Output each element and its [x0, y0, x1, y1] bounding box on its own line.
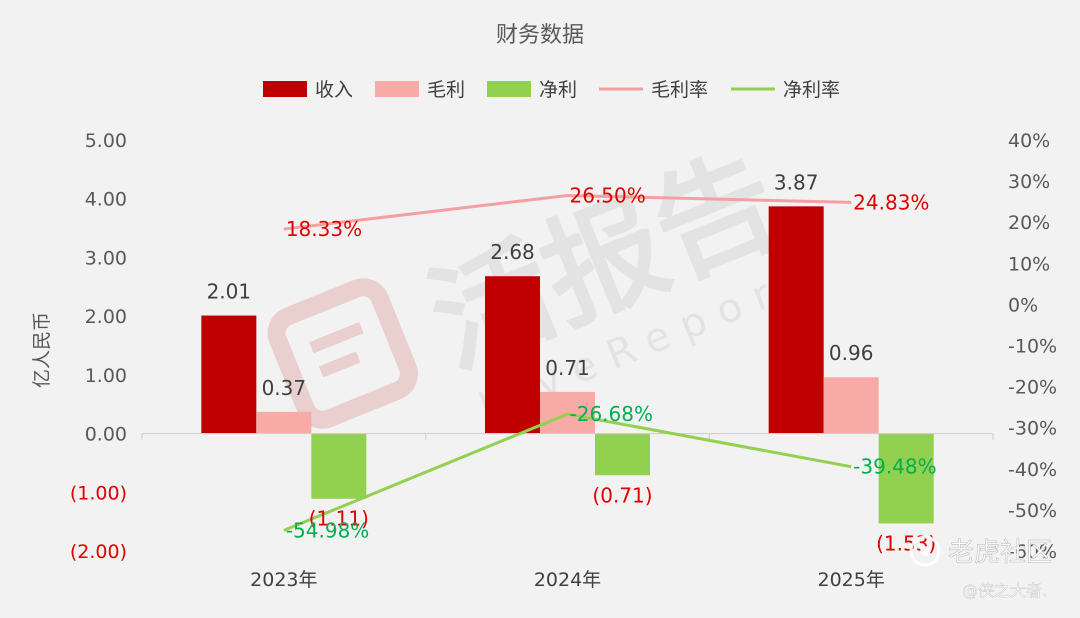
y2-tick-label: 10% — [1008, 253, 1050, 275]
y2-tick-label: -20% — [1008, 377, 1057, 399]
bar-净利 — [311, 433, 367, 499]
bar-净利 — [595, 433, 650, 476]
line-净利率 — [283, 412, 852, 532]
y2-tick-label: -30% — [1008, 418, 1057, 440]
y2-tick-label: 40% — [1008, 130, 1050, 152]
credit-watermark: 老虎社区 @侠之大者. — [909, 535, 1052, 600]
y-tick-label: 0.00 — [85, 424, 127, 446]
bar-毛利 — [256, 411, 312, 434]
legend-label: 净利率 — [783, 79, 840, 101]
y-tick-label: 3.00 — [85, 247, 127, 269]
bar-收入 — [201, 315, 257, 434]
bar-data-label: (0.71) — [592, 483, 652, 507]
y2-tick-label: -50% — [1008, 500, 1057, 522]
line-data-label: 26.50% — [570, 183, 646, 207]
bar-净利 — [878, 433, 934, 524]
legend-label: 毛利 — [427, 79, 465, 101]
y-tick-label: (1.00) — [70, 482, 127, 504]
bars — [201, 206, 934, 524]
y-tick-label: 1.00 — [85, 365, 127, 387]
line-data-label: -26.68% — [570, 402, 653, 426]
chart-title: 财务数据 — [496, 23, 584, 48]
bar-data-label: 3.87 — [774, 170, 819, 194]
bar-data-label: 0.71 — [545, 356, 590, 380]
line-data-label: -39.48% — [853, 455, 936, 479]
y-axis-label: 亿人民币 — [31, 312, 53, 388]
y2-tick-label: -60% — [1008, 541, 1057, 563]
tiger-logo-icon — [909, 535, 941, 567]
data-labels: 2.012.683.870.370.710.96(1.11)(0.71)(1.5… — [207, 170, 937, 555]
legend-swatch-收入 — [263, 81, 307, 97]
line-data-label: -54.98% — [286, 518, 369, 542]
watermark: 活报告 LiveReport — [267, 131, 818, 431]
y-tick-label: 2.00 — [85, 306, 127, 328]
bar-data-label: 2.68 — [490, 240, 535, 264]
bar-data-label: (1.11) — [309, 507, 369, 531]
x-category-label: 2023年 — [250, 569, 317, 591]
bar-data-label: 0.96 — [829, 341, 874, 365]
y-tick-label: (2.00) — [70, 541, 127, 563]
legend-label: 净利 — [539, 79, 577, 101]
legend-label: 毛利率 — [651, 79, 708, 101]
bar-毛利 — [823, 377, 879, 434]
y2-tick-label: 0% — [1008, 294, 1038, 316]
y-axis-left: (2.00) (1.00) 0.00 1.00 2.00 3.00 4.00 5.00 — [70, 130, 127, 563]
y2-tick-label: 30% — [1008, 171, 1050, 193]
bar-收入 — [485, 276, 540, 434]
x-category-label: 2024年 — [534, 569, 601, 591]
bar-data-label: 2.01 — [207, 280, 252, 304]
line-毛利率 — [283, 193, 852, 231]
legend-swatch-净利 — [487, 81, 531, 97]
chart-legend: 收入 毛利 净利 毛利率 净利率 — [263, 79, 840, 101]
line-data-label: 24.83% — [853, 190, 929, 214]
y2-tick-label: -10% — [1008, 336, 1057, 358]
bar-data-label: 0.37 — [262, 376, 307, 400]
x-category-label: 2025年 — [817, 569, 884, 591]
credit-brand: 老虎社区 — [948, 538, 1052, 568]
legend-swatch-毛利 — [375, 81, 419, 97]
y2-tick-label: 20% — [1008, 212, 1050, 234]
watermark-logo-icon — [267, 278, 418, 429]
y-tick-label: 4.00 — [85, 189, 127, 211]
line-data-label: 18.33% — [286, 217, 362, 241]
y-axis-right: -60% -50% -40% -30% -20% -10% 0% 10% 20% 30% 40% — [1008, 130, 1057, 563]
y-tick-label: 5.00 — [85, 130, 127, 152]
x-axis: 2023年 2024年 2025年 — [141, 432, 994, 591]
legend-label: 收入 — [315, 79, 353, 101]
credit-user: @侠之大者. — [962, 581, 1047, 600]
bar-收入 — [768, 206, 824, 434]
y2-tick-label: -40% — [1008, 459, 1057, 481]
lines — [283, 193, 852, 532]
